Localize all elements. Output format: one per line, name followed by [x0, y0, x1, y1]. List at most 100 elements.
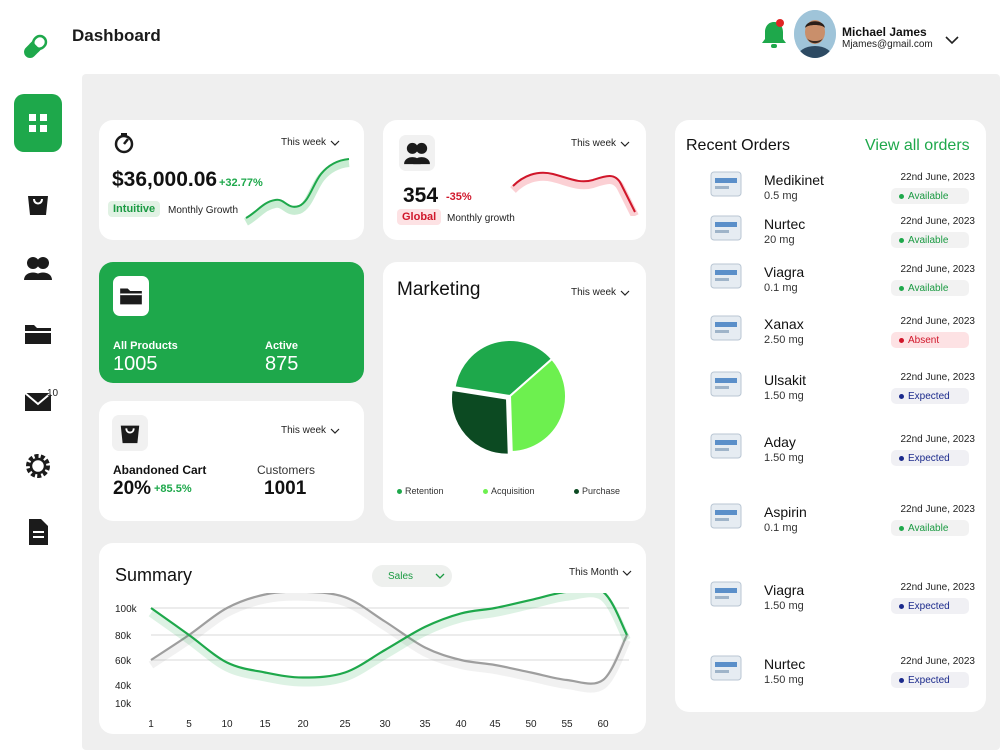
bag-icon: [28, 196, 48, 215]
legend-dot: [397, 488, 402, 494]
legend-acquisition: Acquisition: [483, 486, 535, 496]
sidebar-item-messages[interactable]: [14, 378, 62, 426]
folder-icon: [120, 288, 142, 305]
product-image: [710, 171, 742, 197]
order-product-name: Medikinet: [764, 172, 824, 188]
customers-value: 1001: [264, 478, 307, 499]
order-row[interactable]: Viagra 1.50 mg 22nd June, 2023 Expected: [675, 574, 997, 634]
bag-icon-box: [112, 415, 148, 451]
order-status-label: Expected: [908, 390, 950, 402]
order-row[interactable]: Medikinet 0.5 mg 22nd June, 2023 Available: [675, 164, 997, 224]
order-row[interactable]: Xanax 2.50 mg 22nd June, 2023 Absent: [675, 308, 997, 368]
bag-icon: [120, 425, 140, 444]
users-card: This week 354 -35% Global Monthly growth: [383, 120, 646, 240]
product-image: [710, 315, 742, 341]
chevron-down-icon: [945, 36, 959, 45]
all-products-value: 1005: [113, 353, 158, 375]
order-row[interactable]: Aday 1.50 mg 22nd June, 2023 Expected: [675, 426, 997, 486]
chevron-down-icon: [620, 290, 630, 296]
sidebar-item-products[interactable]: [14, 310, 62, 358]
order-status-badge: Absent: [891, 332, 969, 348]
x-tick-label: 55: [561, 719, 573, 730]
revenue-period-select[interactable]: This week: [281, 137, 340, 148]
order-status-badge: Expected: [891, 450, 969, 466]
y-tick-label: 10k: [115, 699, 132, 710]
status-dot: [899, 237, 904, 243]
marketing-pie-chart: [450, 339, 567, 456]
sidebar-item-reports[interactable]: [14, 508, 62, 556]
mail-icon: [24, 392, 52, 411]
order-product-dose: 1.50 mg: [764, 390, 804, 402]
summary-title: Summary: [115, 565, 193, 585]
recent-orders-title: Recent Orders: [686, 137, 791, 154]
legend-label: Acquisition: [491, 486, 535, 496]
order-date: 22nd June, 2023: [900, 434, 975, 445]
order-date: 22nd June, 2023: [900, 172, 975, 183]
order-date: 22nd June, 2023: [900, 504, 975, 515]
sidebar-item-dashboard[interactable]: [14, 94, 62, 152]
order-product-name: Viagra: [764, 264, 805, 280]
users-icon: [404, 142, 430, 165]
summary-card: Summary Sales This Month 100k 80k 60k 40k 10…: [99, 543, 646, 734]
legend-dot: [574, 488, 579, 494]
x-tick-label: 30: [379, 719, 391, 730]
series-line-shadow: [148, 593, 631, 693]
app-logo[interactable]: [17, 24, 53, 70]
summary-period-select[interactable]: This Month: [569, 567, 632, 578]
product-image: [710, 581, 742, 607]
revenue-tag: Intuitive: [108, 201, 161, 217]
status-dot: [899, 525, 904, 531]
order-date: 22nd June, 2023: [900, 372, 975, 383]
folder-icon-box: [113, 276, 149, 316]
cart-period-select[interactable]: This week: [281, 425, 340, 436]
users-period-select[interactable]: This week: [571, 138, 630, 149]
order-row[interactable]: Ulsakit 1.50 mg 22nd June, 2023 Expected: [675, 364, 997, 424]
pill-icon: [24, 34, 48, 58]
user-menu-toggle[interactable]: [944, 33, 960, 45]
status-dot: [899, 455, 904, 461]
x-tick-label: 10: [221, 719, 233, 730]
order-product-name: Ulsakit: [764, 372, 807, 388]
series-line-shadow: [148, 593, 631, 687]
active-value: 875: [265, 353, 299, 375]
order-row[interactable]: Viagra 0.1 mg 22nd June, 2023 Available: [675, 256, 997, 316]
x-tick-label: 50: [525, 719, 537, 730]
legend-dot: [483, 488, 488, 494]
document-icon: [29, 519, 48, 545]
period-label: This Month: [569, 567, 619, 578]
period-label: This week: [571, 287, 617, 298]
order-row[interactable]: Nurtec 1.50 mg 22nd June, 2023 Expected: [675, 648, 997, 708]
order-status-label: Absent: [908, 334, 940, 346]
sidebar-item-customers[interactable]: [14, 244, 62, 292]
user-email: Mjames@gmail.com: [842, 39, 933, 50]
order-row[interactable]: Aspirin 0.1 mg 22nd June, 2023 Available: [675, 496, 997, 556]
users-value: 354: [403, 184, 439, 207]
view-all-orders-link[interactable]: View all orders: [865, 137, 970, 154]
active-label: Active: [265, 340, 299, 352]
order-product-dose: 1.50 mg: [764, 674, 804, 686]
sidebar-item-settings[interactable]: [14, 442, 62, 490]
order-status-label: Available: [908, 190, 949, 202]
marketing-period-select[interactable]: This week: [571, 287, 630, 298]
order-row[interactable]: Nurtec 20 mg 22nd June, 2023 Available: [675, 208, 997, 268]
y-tick-label: 80k: [115, 631, 132, 642]
order-product-name: Nurtec: [764, 216, 806, 232]
order-product-dose: 0.1 mg: [764, 522, 798, 534]
products-card[interactable]: All Products 1005 Active 875: [99, 262, 364, 383]
abandoned-cart-change: +85.5%: [154, 483, 192, 495]
marketing-title: Marketing: [397, 279, 481, 300]
avatar[interactable]: [794, 10, 836, 58]
users-icon: [24, 257, 52, 280]
order-date: 22nd June, 2023: [900, 264, 975, 275]
notifications-button[interactable]: [760, 18, 788, 50]
sidebar: [0, 72, 80, 750]
status-dot: [899, 677, 904, 683]
order-product-dose: 2.50 mg: [764, 334, 804, 346]
order-product-name: Aspirin: [764, 504, 807, 520]
summary-metric-select[interactable]: Sales: [372, 565, 452, 587]
x-tick-label: 1: [148, 719, 154, 730]
order-product-name: Xanax: [764, 316, 804, 332]
pie-slice-retention: [453, 339, 554, 398]
sidebar-item-orders[interactable]: [14, 180, 62, 228]
order-date: 22nd June, 2023: [900, 656, 975, 667]
